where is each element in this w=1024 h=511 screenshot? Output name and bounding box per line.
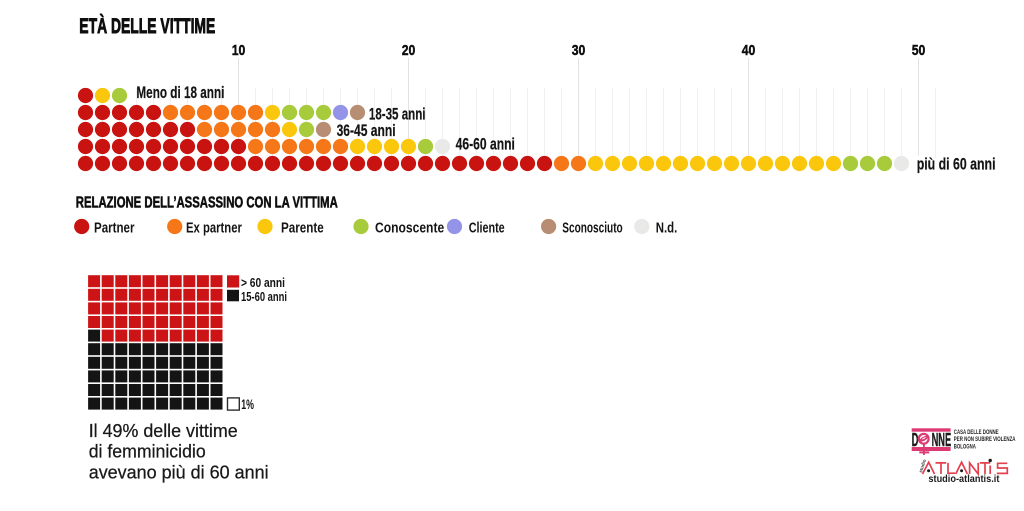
svg-text:RELAZIONE DELL’ASSASSINO CON L: RELAZIONE DELL’ASSASSINO CON LA VITTIMA	[76, 195, 338, 212]
svg-text:D: D	[912, 429, 919, 450]
svg-text:40: 40	[742, 42, 756, 59]
svg-text:N.d.: N.d.	[656, 220, 678, 236]
svg-text:di femminicidio: di femminicidio	[89, 441, 206, 462]
svg-text:CASA DELLE DONNE: CASA DELLE DONNE	[954, 429, 999, 436]
svg-text:Il 49% delle vittime: Il 49% delle vittime	[89, 420, 238, 441]
svg-text:NNE: NNE	[932, 429, 952, 450]
svg-text:PER NON SUBIRE VIOLENZA: PER NON SUBIRE VIOLENZA	[954, 436, 1016, 443]
svg-text:20: 20	[402, 42, 416, 59]
svg-text:Cliente: Cliente	[469, 220, 505, 236]
svg-text:50: 50	[912, 42, 926, 59]
svg-text:15-60 anni: 15-60 anni	[241, 290, 287, 304]
svg-text:avevano più di 60 anni: avevano più di 60 anni	[89, 461, 269, 482]
svg-text:Meno di 18 anni: Meno di 18 anni	[136, 83, 224, 102]
svg-text:36-45 anni: 36-45 anni	[337, 121, 396, 140]
svg-text:più di 60 anni: più di 60 anni	[917, 155, 996, 174]
svg-text:Parente: Parente	[281, 220, 324, 236]
svg-text:BOLOGNA: BOLOGNA	[954, 443, 976, 450]
svg-text:Conoscente: Conoscente	[375, 220, 444, 236]
svg-text:10: 10	[232, 42, 246, 59]
svg-text:ETÀ DELLE VITTIME: ETÀ DELLE VITTIME	[79, 13, 215, 38]
svg-text:Ex partner: Ex partner	[186, 220, 242, 236]
svg-text:Partner: Partner	[94, 220, 135, 236]
svg-text:studio-atlantis.it: studio-atlantis.it	[928, 474, 1000, 485]
svg-text:46-60 anni: 46-60 anni	[456, 135, 515, 154]
svg-text:studio: studio	[918, 458, 927, 473]
svg-text:Sconosciuto: Sconosciuto	[562, 220, 622, 236]
svg-text:> 60 anni: > 60 anni	[241, 276, 285, 290]
svg-text:1%: 1%	[241, 397, 254, 412]
svg-text:18-35 anni: 18-35 anni	[369, 104, 426, 123]
svg-text:30: 30	[572, 42, 586, 59]
